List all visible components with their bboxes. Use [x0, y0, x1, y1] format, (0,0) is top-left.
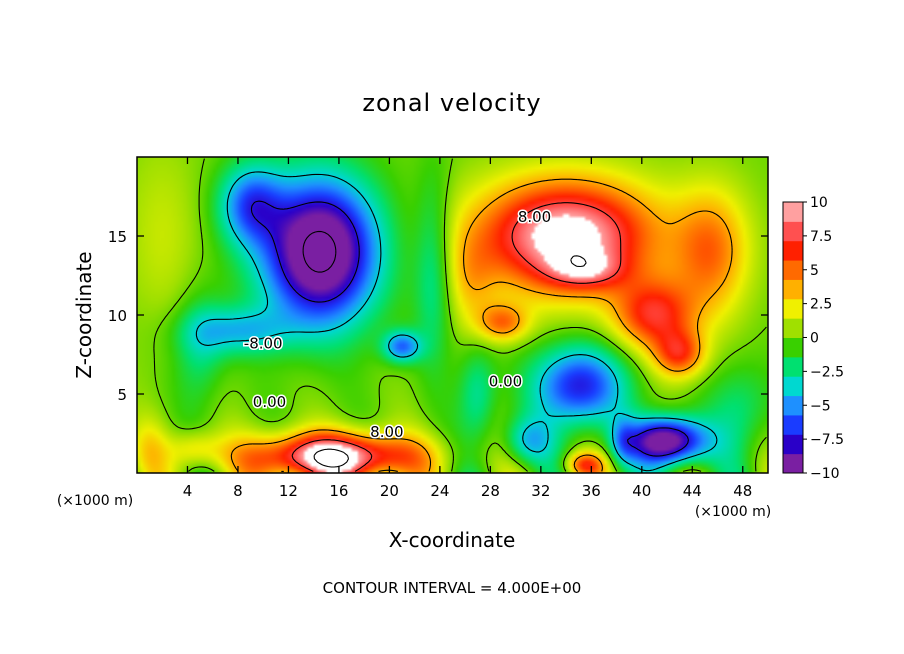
- x-tick-label: 36: [582, 482, 601, 500]
- x-tick-label: 16: [329, 482, 348, 500]
- contour-label: 0.00: [489, 372, 522, 390]
- x-axis: 4 8 12 16 20 24 28 32 36 40 44 48: [183, 157, 752, 500]
- colorbar-tick-label: −2.5: [810, 364, 844, 380]
- contour-label: 8.00: [370, 423, 403, 441]
- x-tick-label: 8: [233, 482, 243, 500]
- contour-line-neg12: [302, 230, 337, 273]
- x-axis-unit-right: (×1000 m): [695, 504, 771, 520]
- y-axis: 5 10 15: [108, 228, 768, 404]
- contour-line-neg4: [195, 171, 718, 472]
- colorbar-swatch: [783, 279, 803, 300]
- x-axis-title: X-coordinate: [389, 528, 516, 552]
- colorbar-tick-label: 0: [810, 331, 819, 347]
- x-tick-label: 20: [380, 482, 399, 500]
- contour-line-0: [153, 158, 767, 472]
- x-tick-label: 28: [481, 482, 500, 500]
- colorbar-swatch: [783, 318, 803, 338]
- colorbar-tick-label: −5: [810, 398, 831, 414]
- contour-line-4: [230, 178, 733, 472]
- colorbar-swatch: [783, 240, 803, 261]
- colorbar-swatch: [783, 395, 803, 416]
- colorbar-swatch: [783, 298, 803, 319]
- y-tick-label: 15: [108, 228, 127, 246]
- x-tick-label: 48: [733, 482, 752, 500]
- colorbar-swatch: [783, 434, 803, 455]
- y-tick-label: 5: [117, 386, 127, 404]
- x-tick-label: 24: [430, 482, 449, 500]
- contour-line-neg8: [250, 200, 689, 457]
- contour-line-12: [313, 255, 587, 468]
- y-axis-title: Z-coordinate: [72, 251, 96, 378]
- colorbar-tick-label: 5: [810, 263, 819, 279]
- colorbar-swatch: [783, 356, 803, 377]
- x-tick-label: 44: [683, 482, 702, 500]
- colorbar-swatch: [783, 376, 803, 397]
- colorbar-tick-label: −7.5: [810, 432, 844, 448]
- y-tick-label: 10: [108, 307, 127, 325]
- colorbar-tick-label: 10: [810, 195, 828, 211]
- colorbar-tick-label: 2.5: [810, 297, 832, 313]
- contour-label: 0.00: [253, 393, 286, 411]
- colorbar-swatch: [783, 414, 803, 435]
- chart-title: zonal velocity: [362, 89, 541, 117]
- x-tick-label: 12: [279, 482, 298, 500]
- colorbar-swatch: [783, 221, 803, 242]
- contour-labels: 8.00 -8.00 0.00 0.00 8.00: [242, 207, 552, 443]
- heatmap-raster: [137, 157, 768, 473]
- contour-interval-note: CONTOUR INTERVAL = 4.000E+00: [323, 579, 582, 597]
- contour-label: -8.00: [244, 334, 283, 352]
- contour-line-8: [291, 202, 622, 472]
- colorbar-swatch: [783, 260, 803, 280]
- x-tick-label: 4: [183, 482, 193, 500]
- x-axis-unit-left: (×1000 m): [57, 493, 133, 509]
- colorbar: 10 7.5 5 2.5 0 −2.5 −5 −7.5 −10: [782, 195, 844, 482]
- colorbar-tick-label: 7.5: [810, 229, 832, 245]
- colorbar-tick-label: −10: [810, 466, 840, 482]
- x-tick-label: 40: [632, 482, 651, 500]
- x-tick-label: 32: [531, 482, 550, 500]
- colorbar-swatch: [783, 202, 803, 222]
- colorbar-swatch: [783, 453, 803, 474]
- plot-area: 8.00 -8.00 0.00 0.00 8.00: [136, 156, 769, 474]
- colorbar-swatch: [783, 337, 803, 358]
- contour-label: 8.00: [518, 208, 551, 226]
- contour-lines: [153, 158, 767, 472]
